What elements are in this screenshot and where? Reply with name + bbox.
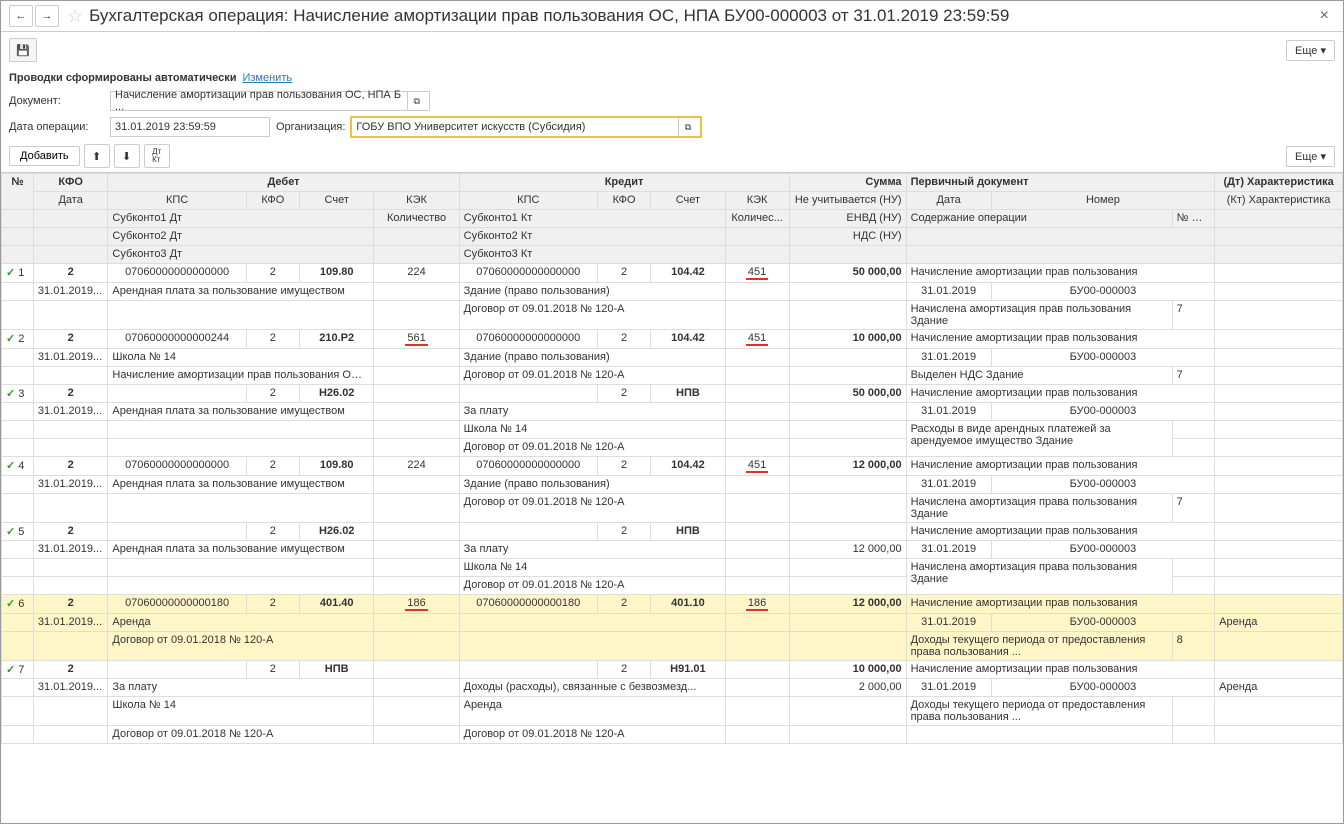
col-kek-d[interactable]: КЭК bbox=[374, 192, 459, 210]
table-row[interactable]: Договор от 09.01.2018 № 120-А Доходы тек… bbox=[2, 632, 1343, 661]
date-value: 31.01.2019 23:59:59 bbox=[115, 121, 216, 133]
more-button-2[interactable]: Еще ▾ bbox=[1286, 146, 1335, 167]
col-kek-k[interactable]: КЭК bbox=[725, 192, 789, 210]
col-dt-char[interactable]: (Дт) Характеристика bbox=[1215, 174, 1343, 192]
table-row[interactable]: 31.01.2019... Арендная плата за пользова… bbox=[2, 476, 1343, 494]
table-row[interactable]: Договор от 09.01.2018 № 120-А Начислена … bbox=[2, 301, 1343, 330]
check-icon: ✓ bbox=[6, 388, 15, 400]
col-kps-d[interactable]: КПС bbox=[108, 192, 246, 210]
table-row[interactable]: ✓ 4 2 070600000000000002 109.80224 07060… bbox=[2, 457, 1343, 476]
col-data[interactable]: Дата bbox=[33, 192, 107, 210]
table-row[interactable]: Договор от 09.01.2018 № 120-А Договор от… bbox=[2, 726, 1343, 744]
close-icon[interactable]: × bbox=[1314, 7, 1335, 25]
table-row[interactable]: 31.01.2019... Арендная плата за пользова… bbox=[2, 541, 1343, 559]
move-down-button[interactable]: ⬇ bbox=[114, 144, 140, 168]
document-value: Начисление амортизации прав пользования … bbox=[115, 89, 407, 113]
check-icon: ✓ bbox=[6, 664, 15, 676]
col-debet[interactable]: Дебет bbox=[108, 174, 459, 192]
table-row[interactable]: 31.01.2019... Арендная плата за пользова… bbox=[2, 283, 1343, 301]
table-row[interactable]: ✓ 3 2 2 Н26.02 2 НПВ 50 000,00 Начислени… bbox=[2, 385, 1343, 403]
document-field[interactable]: Начисление амортизации прав пользования … bbox=[110, 91, 430, 111]
favorite-star-icon[interactable]: ☆ bbox=[67, 6, 83, 27]
table-row[interactable]: 31.01.2019... Арендная плата за пользова… bbox=[2, 403, 1343, 421]
col-sub3kt[interactable]: Субконто3 Кт bbox=[459, 246, 725, 264]
col-primary-date[interactable]: Дата bbox=[906, 192, 991, 210]
col-kolvo2[interactable]: Количес... bbox=[725, 210, 789, 228]
col-kolvo[interactable]: Количество bbox=[374, 210, 459, 228]
table-row[interactable]: ✓ 5 2 2 Н26.02 2 НПВ Начисление амортиза… bbox=[2, 523, 1343, 541]
col-kt-char[interactable]: (Кт) Характеристика bbox=[1215, 192, 1343, 210]
col-neuch[interactable]: Не учитывается (НУ) bbox=[789, 192, 906, 210]
grid-toolbar: Добавить ⬆ ⬇ ДтКт Еще ▾ bbox=[1, 140, 1343, 172]
col-zho[interactable]: № Ж/О bbox=[1172, 210, 1215, 228]
table-row[interactable]: Школа № 14 Расходы в виде арендных плате… bbox=[2, 421, 1343, 439]
org-field[interactable]: ГОБУ ВПО Университет искусств (Субсидия)… bbox=[351, 117, 701, 137]
table-row[interactable]: Договор от 09.01.2018 № 120-А Начислена … bbox=[2, 494, 1343, 523]
check-icon: ✓ bbox=[6, 598, 15, 610]
col-sub2kt[interactable]: Субконто2 Кт bbox=[459, 228, 725, 246]
table-row[interactable]: Начисление амортизации прав пользования … bbox=[2, 367, 1343, 385]
col-kps-k[interactable]: КПС bbox=[459, 192, 597, 210]
table-row[interactable]: Школа № 14 Аренда Доходы текущего период… bbox=[2, 697, 1343, 726]
entries-table: № КФО Дебет Кредит Сумма Первичный докум… bbox=[1, 173, 1343, 744]
table-row[interactable]: ✓ 7 2 2 НПВ 2 Н91.01 10 000,00 Начислени… bbox=[2, 661, 1343, 679]
table-row[interactable]: ✓ 2 2 070600000000002442 210.Р2561 07060… bbox=[2, 330, 1343, 349]
date-label: Дата операции: bbox=[9, 121, 104, 133]
date-field[interactable]: 31.01.2019 23:59:59 bbox=[110, 117, 270, 137]
auto-info-text: Проводки сформированы автоматически bbox=[9, 72, 236, 84]
col-sub1kt[interactable]: Субконто1 Кт bbox=[459, 210, 725, 228]
col-summa[interactable]: Сумма bbox=[789, 174, 906, 192]
document-label: Документ: bbox=[9, 95, 104, 107]
col-primary[interactable]: Первичный документ bbox=[906, 174, 1215, 192]
col-kfo-k[interactable]: КФО bbox=[597, 192, 650, 210]
col-nomer[interactable]: Номер bbox=[991, 192, 1214, 210]
save-button[interactable]: 💾 bbox=[9, 38, 37, 62]
auto-info-row: Проводки сформированы автоматически Изме… bbox=[1, 68, 1343, 88]
change-link[interactable]: Изменить bbox=[242, 72, 292, 84]
check-icon: ✓ bbox=[6, 526, 15, 538]
table-row[interactable]: 31.01.2019... Аренда 31.01.2019БУ00-0000… bbox=[2, 614, 1343, 632]
entries-grid[interactable]: № КФО Дебет Кредит Сумма Первичный докум… bbox=[1, 172, 1343, 823]
col-soderzh[interactable]: Содержание операции bbox=[906, 210, 1172, 228]
titlebar: ← → ☆ Бухгалтерская операция: Начисление… bbox=[1, 1, 1343, 32]
col-sub2dt[interactable]: Субконто2 Дт bbox=[108, 228, 374, 246]
table-row[interactable]: 31.01.2019... Школа № 14 Здание (право п… bbox=[2, 349, 1343, 367]
window-title: Бухгалтерская операция: Начисление аморт… bbox=[89, 6, 1314, 26]
dtkr-button[interactable]: ДтКт bbox=[144, 144, 170, 168]
table-row[interactable]: ✓ 6 2 070600000000001802 401.40186 07060… bbox=[2, 595, 1343, 614]
table-row[interactable]: 31.01.2019... За плату Доходы (расходы),… bbox=[2, 679, 1343, 697]
toolbar: 💾 Еще ▾ bbox=[1, 32, 1343, 68]
open-icon[interactable]: ⧉ bbox=[407, 92, 425, 110]
check-icon: ✓ bbox=[6, 333, 15, 345]
col-envd[interactable]: ЕНВД (НУ) bbox=[789, 210, 906, 228]
col-kredit[interactable]: Кредит bbox=[459, 174, 789, 192]
table-row[interactable]: ✓ 1 2 070600000000000002 109.80224 07060… bbox=[2, 264, 1343, 283]
back-button[interactable]: ← bbox=[9, 5, 33, 27]
col-schet-d[interactable]: Счет bbox=[299, 192, 373, 210]
check-icon: ✓ bbox=[6, 267, 15, 279]
check-icon: ✓ bbox=[6, 460, 15, 472]
open-icon[interactable]: ⧉ bbox=[678, 118, 696, 136]
table-row[interactable]: Школа № 14 Начислена амортизация права п… bbox=[2, 559, 1343, 577]
main-window: ← → ☆ Бухгалтерская операция: Начисление… bbox=[0, 0, 1344, 824]
col-kfo[interactable]: КФО bbox=[33, 174, 107, 192]
col-num[interactable]: № bbox=[2, 174, 34, 210]
org-value: ГОБУ ВПО Университет искусств (Субсидия) bbox=[356, 121, 585, 133]
col-schet-k[interactable]: Счет bbox=[651, 192, 725, 210]
col-nds[interactable]: НДС (НУ) bbox=[789, 228, 906, 246]
more-button[interactable]: Еще ▾ bbox=[1286, 40, 1335, 61]
date-org-row: Дата операции: 31.01.2019 23:59:59 Орган… bbox=[1, 114, 1343, 140]
forward-button[interactable]: → bbox=[35, 5, 59, 27]
add-button[interactable]: Добавить bbox=[9, 146, 80, 166]
document-row: Документ: Начисление амортизации прав по… bbox=[1, 88, 1343, 114]
org-label: Организация: bbox=[276, 121, 345, 133]
col-kfo-d[interactable]: КФО bbox=[246, 192, 299, 210]
col-sub3dt[interactable]: Субконто3 Дт bbox=[108, 246, 374, 264]
move-up-button[interactable]: ⬆ bbox=[84, 144, 110, 168]
col-sub1dt[interactable]: Субконто1 Дт bbox=[108, 210, 374, 228]
